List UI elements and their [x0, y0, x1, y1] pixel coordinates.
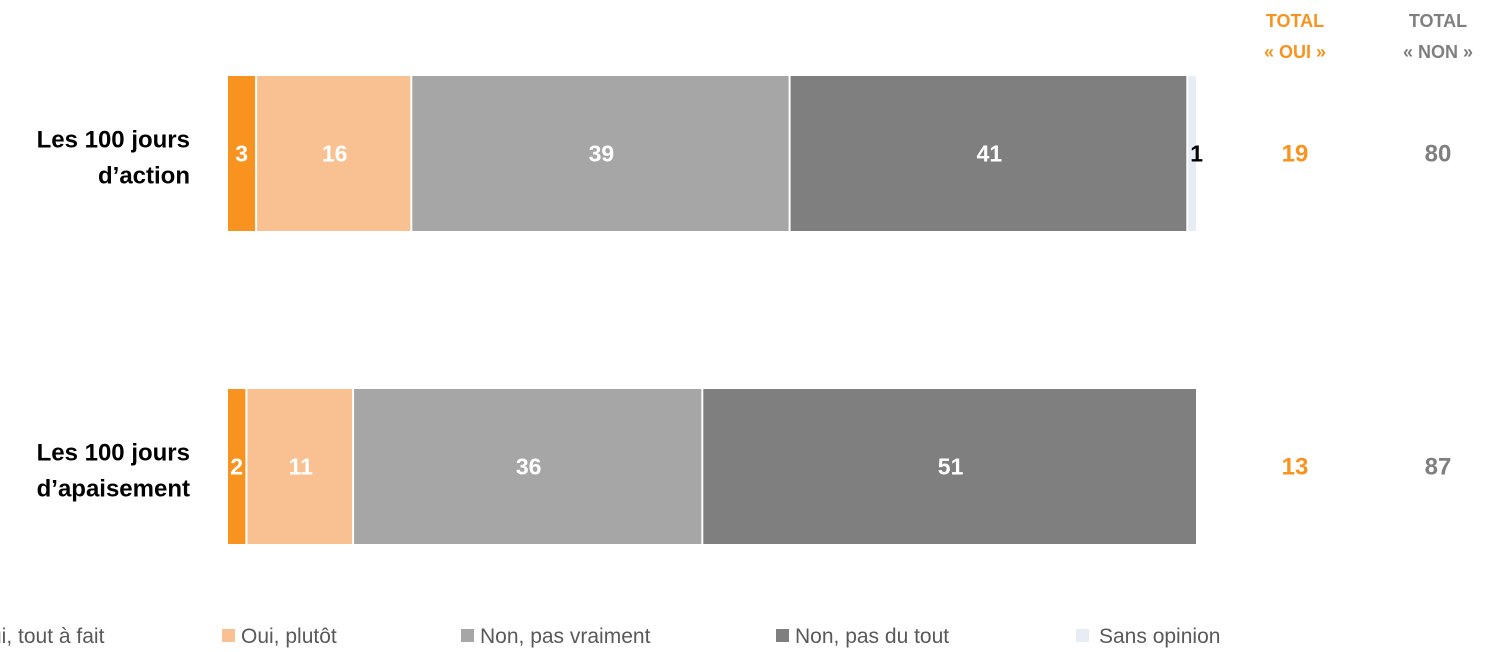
data-label-non-pas-du-tout: 51	[938, 454, 964, 480]
data-label-non-pas-du-tout: 41	[977, 141, 1003, 167]
bar-segment-oui-tout-a-fait	[228, 389, 246, 544]
total-value-1: 19	[1282, 141, 1309, 168]
total-header-line: « NON »	[1403, 42, 1473, 62]
data-label-oui-plutot: 16	[322, 141, 348, 167]
total-header-2: TOTAL « NON »	[1403, 11, 1473, 62]
total-header-line: TOTAL	[1266, 11, 1324, 31]
bar-segment-non-pas-du-tout	[703, 389, 1196, 544]
legend-label-non-pas-du-tout: Non, pas du tout	[795, 625, 949, 648]
legend-swatch-non-pas-du-tout	[776, 629, 789, 642]
data-label-non-pas-vraiment: 36	[516, 454, 542, 480]
category-label-line: Les 100 jours	[37, 127, 190, 154]
legend-swatch-sans-opinion	[1076, 629, 1089, 642]
legend-label-non-pas-vraiment: Non, pas vraiment	[480, 625, 651, 648]
totals-layer: 19 80 13 87 TOTAL « OUI » TOTAL « NON »	[1264, 11, 1473, 481]
legend-label-oui-plutot: Oui, plutôt	[241, 625, 337, 648]
bar-segment-sans-opinion	[1188, 76, 1196, 231]
data-label-sans-opinion: 1	[1190, 141, 1203, 167]
labels-layer: Les 100 jours d’action 3 16 39 41 1 Les 100 jou…	[37, 127, 1204, 503]
total-header-line: TOTAL	[1409, 11, 1467, 31]
data-label-oui-plutot: 11	[289, 454, 314, 480]
legend-swatch-non-pas-vraiment	[461, 629, 474, 642]
total-value-2: 80	[1425, 141, 1452, 168]
bar-segment-non-pas-vraiment	[412, 76, 789, 231]
total-value-1: 13	[1282, 454, 1309, 481]
data-label-oui-tout-a-fait: 3	[235, 141, 248, 167]
bar-segment-oui-plutot	[257, 76, 411, 231]
category-label-line: Les 100 jours	[37, 440, 190, 467]
category-label-line: d’action	[98, 163, 190, 190]
category-label-line: d’apaisement	[37, 476, 190, 503]
legend-swatch-oui-plutot	[222, 629, 235, 642]
data-label-non-pas-vraiment: 39	[589, 141, 615, 167]
data-label-oui-tout-a-fait: 2	[230, 454, 243, 480]
bar-segment-oui-plutot	[247, 389, 353, 544]
bar-segment-oui-tout-a-fait	[228, 76, 256, 231]
total-header-line: « OUI »	[1264, 42, 1326, 62]
legend-label-oui-tout-a-fait: ui, tout à fait	[0, 625, 105, 648]
category-label-2: Les 100 jours d’apaisement	[37, 440, 190, 503]
bar-segment-non-pas-vraiment	[354, 389, 702, 544]
legend: ui, tout à fait Oui, plutôt Non, pas vraim…	[0, 625, 1220, 648]
legend-label-sans-opinion: Sans opinion	[1099, 625, 1220, 648]
total-value-2: 87	[1425, 454, 1452, 481]
bar-segment-non-pas-du-tout	[790, 76, 1187, 231]
bars-layer	[228, 76, 1196, 544]
category-label-1: Les 100 jours d’action	[37, 127, 190, 190]
total-header-1: TOTAL « OUI »	[1264, 11, 1326, 62]
